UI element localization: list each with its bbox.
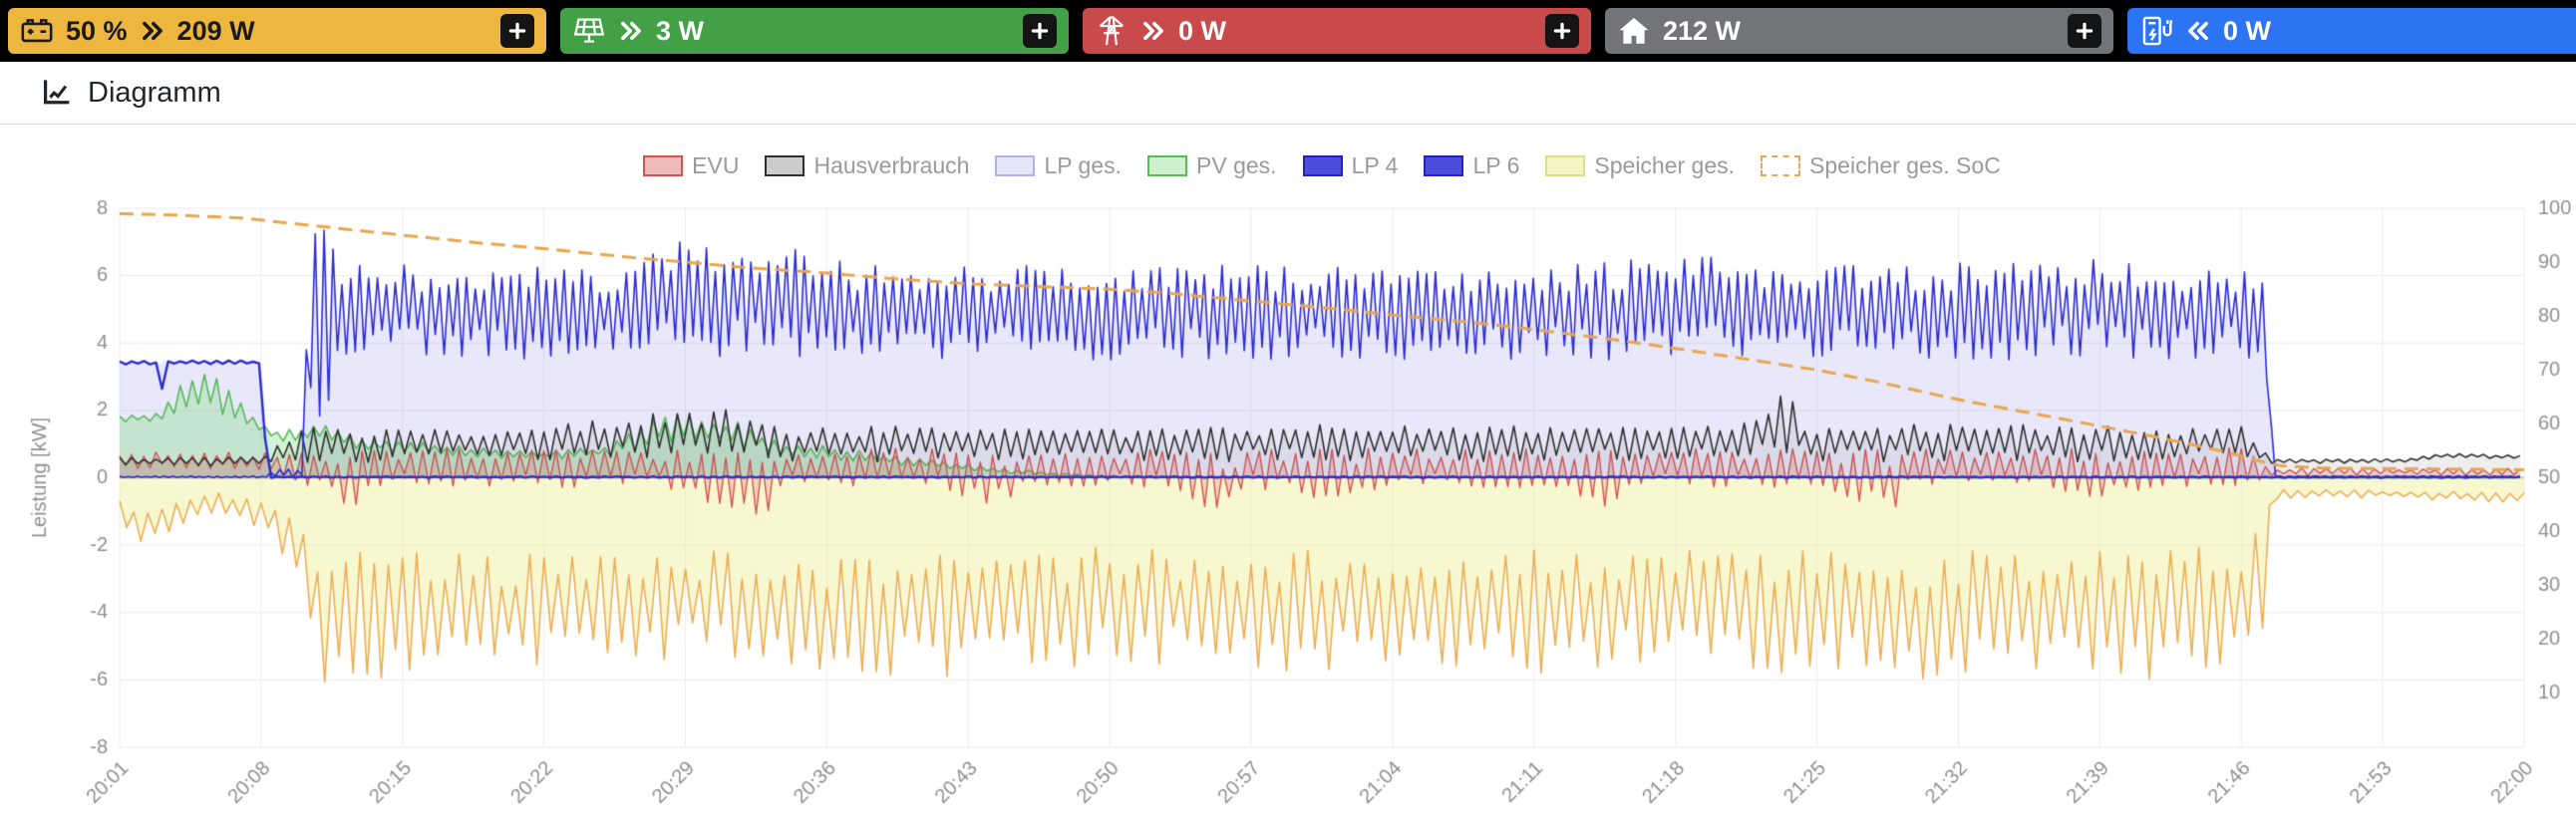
diagram-section-header[interactable]: Diagramm <box>0 62 2576 125</box>
grid-status-tile[interactable]: 0 W <box>1083 8 1591 54</box>
house-status-tile[interactable]: 212 W <box>1605 8 2113 54</box>
legend-item-speicher-ges-soc[interactable]: Speicher ges. SoC <box>1761 152 2001 179</box>
add-to-chart-button[interactable] <box>500 14 534 48</box>
section-title: Diagramm <box>88 76 221 109</box>
chargepoint-status-tile[interactable]: 0 W <box>2127 8 2576 54</box>
chart-icon <box>40 77 72 109</box>
diagram-panel: EVU Hausverbrauch LP ges. PV ges. LP 4 LP 6 Sp… <box>0 125 2576 833</box>
legend-swatch <box>643 155 684 176</box>
add-to-chart-button[interactable] <box>1545 14 1579 48</box>
legend-label: LP ges. <box>1044 152 1123 178</box>
legend-item-evu[interactable]: EVU <box>643 152 739 179</box>
solar-panel-icon <box>572 14 606 48</box>
pv-status-tile[interactable]: 3 W <box>560 8 1069 54</box>
add-to-chart-button[interactable] <box>1023 14 1057 48</box>
legend-swatch <box>995 155 1036 176</box>
power-value: 0 W <box>1178 15 1227 46</box>
diagram-canvas[interactable] <box>0 125 2576 833</box>
chevron-double-left-icon <box>2185 18 2211 44</box>
legend-swatch <box>1761 155 1801 176</box>
legend-item-hausverbrauch[interactable]: Hausverbrauch <box>765 152 969 179</box>
battery-status-tile[interactable]: 50 % 209 W <box>8 8 546 54</box>
legend-swatch <box>1147 155 1188 176</box>
legend-item-lp-ges-[interactable]: LP ges. <box>995 152 1122 179</box>
legend-swatch <box>1424 155 1464 176</box>
chevron-double-right-icon <box>140 18 165 44</box>
legend-item-lp-4[interactable]: LP 4 <box>1302 152 1399 179</box>
legend-swatch <box>765 155 805 176</box>
status-bar: 50 % 209 W 3 W 0 W 212 W 0 W <box>0 0 2576 62</box>
legend-swatch <box>1545 155 1586 176</box>
add-to-chart-button[interactable] <box>2068 14 2101 48</box>
soc-value: 50 % <box>66 15 128 46</box>
chart-legend: EVU Hausverbrauch LP ges. PV ges. LP 4 LP 6 Sp… <box>120 152 2524 179</box>
legend-item-lp-6[interactable]: LP 6 <box>1424 152 1519 179</box>
legend-item-speicher-ges-[interactable]: Speicher ges. <box>1545 152 1735 179</box>
legend-label: LP 6 <box>1472 152 1520 178</box>
power-value: 0 W <box>2223 15 2272 46</box>
legend-label: PV ges. <box>1196 152 1277 178</box>
chevron-double-right-icon <box>1140 18 1166 44</box>
power-value: 3 W <box>656 15 705 46</box>
legend-swatch <box>1302 155 1343 176</box>
power-value: 209 W <box>176 15 255 46</box>
car-battery-icon <box>20 14 54 48</box>
charging-station-icon <box>2139 14 2173 48</box>
legend-label: LP 4 <box>1351 152 1399 178</box>
power-value: 212 W <box>1663 15 1742 46</box>
power-pylon-icon <box>1095 14 1128 48</box>
legend-label: Hausverbrauch <box>813 152 970 178</box>
legend-label: Speicher ges. SoC <box>1809 152 2001 178</box>
legend-item-pv-ges-[interactable]: PV ges. <box>1147 152 1277 179</box>
legend-label: Speicher ges. <box>1594 152 1736 178</box>
chevron-double-right-icon <box>618 18 644 44</box>
house-icon <box>1617 14 1651 48</box>
legend-label: EVU <box>692 152 740 178</box>
